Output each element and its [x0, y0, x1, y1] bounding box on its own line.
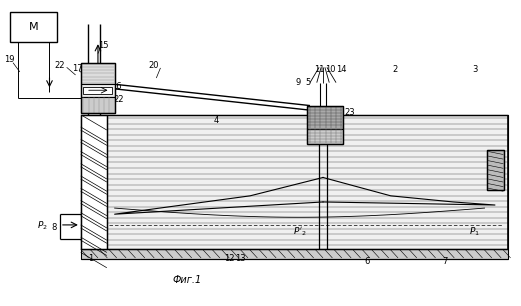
Bar [307, 129, 343, 144]
Text: 20: 20 [148, 61, 159, 70]
Text: 15: 15 [98, 41, 108, 50]
Text: 2: 2 [392, 65, 398, 74]
Text: 12: 12 [224, 254, 234, 263]
Text: 22: 22 [55, 61, 65, 70]
Bar [81, 115, 107, 249]
Text: $P'_2$: $P'_2$ [293, 226, 306, 238]
Text: 17: 17 [72, 64, 82, 73]
Text: 5: 5 [306, 77, 311, 87]
Text: 11: 11 [314, 65, 325, 74]
Text: 21: 21 [95, 95, 105, 104]
Bar [487, 150, 504, 190]
Text: 7: 7 [443, 257, 448, 266]
Bar [81, 249, 508, 259]
Text: 23: 23 [345, 108, 355, 117]
Bar [81, 84, 115, 97]
Text: $P_1$: $P_1$ [469, 226, 479, 238]
Text: $P_2$: $P_2$ [38, 220, 48, 232]
Bar [81, 115, 508, 249]
Bar [307, 106, 343, 144]
Text: 10: 10 [326, 65, 336, 74]
Bar [81, 63, 115, 113]
Text: 14: 14 [336, 65, 346, 74]
Text: M: M [29, 22, 39, 32]
Text: 9: 9 [296, 77, 301, 87]
Text: 8: 8 [51, 222, 56, 232]
Text: 22: 22 [114, 95, 124, 104]
Text: 4: 4 [214, 116, 219, 125]
Bar [83, 87, 112, 94]
Text: 19: 19 [4, 55, 15, 64]
Bar [81, 97, 115, 113]
Bar [487, 150, 504, 190]
Text: 13: 13 [235, 254, 246, 263]
Text: 1: 1 [89, 254, 94, 263]
Text: 16: 16 [111, 82, 122, 91]
Bar [81, 63, 115, 84]
Text: 18: 18 [21, 12, 31, 21]
Bar [307, 106, 343, 129]
Text: 3: 3 [473, 65, 478, 74]
Text: 6: 6 [365, 257, 370, 266]
Text: Фиг.1: Фиг.1 [173, 275, 202, 285]
Bar [10, 12, 57, 42]
